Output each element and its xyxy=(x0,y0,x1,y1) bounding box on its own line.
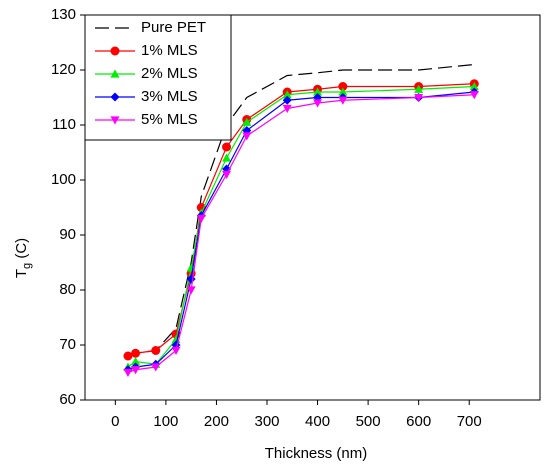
marker xyxy=(151,363,161,372)
y-tick-label: 80 xyxy=(59,281,76,298)
marker xyxy=(123,368,133,377)
marker xyxy=(469,91,479,100)
marker xyxy=(414,84,424,93)
legend-label: Pure PET xyxy=(141,19,206,36)
x-tick-label: 100 xyxy=(153,413,178,430)
x-tick-label: 600 xyxy=(406,413,431,430)
marker xyxy=(242,132,252,141)
marker xyxy=(196,203,206,212)
marker xyxy=(222,153,232,162)
legend-label: 1% MLS xyxy=(141,42,198,59)
y-tick-label: 100 xyxy=(51,171,76,188)
x-tick-label: 0 xyxy=(111,413,119,430)
marker xyxy=(222,142,232,152)
y-tick-label: 90 xyxy=(59,226,76,243)
marker xyxy=(123,351,133,361)
legend-label: 5% MLS xyxy=(141,111,198,128)
marker xyxy=(282,95,292,105)
y-axis-label-rest: (C) xyxy=(13,238,30,263)
y-tick-label: 110 xyxy=(52,116,76,133)
marker xyxy=(171,346,181,355)
legend-box xyxy=(84,14,232,141)
marker xyxy=(196,214,206,223)
x-tick-label: 300 xyxy=(254,413,279,430)
y-axis-label-sub: g xyxy=(21,263,33,269)
marker xyxy=(186,263,196,272)
legend-marker xyxy=(110,46,120,56)
legend-label: 2% MLS xyxy=(141,65,198,82)
marker xyxy=(282,90,292,99)
plot-frame xyxy=(84,14,541,401)
legend-label: 3% MLS xyxy=(141,88,198,105)
y-tick-label: 130 xyxy=(51,6,76,23)
x-axis-label: Thickness (nm) xyxy=(265,445,368,462)
legend-marker xyxy=(110,69,120,78)
x-tick-label: 500 xyxy=(356,413,381,430)
marker xyxy=(242,117,252,126)
marker xyxy=(338,96,348,105)
legend-marker xyxy=(110,116,120,125)
marker xyxy=(151,346,161,355)
marker xyxy=(313,87,323,96)
marker xyxy=(313,99,323,108)
marker xyxy=(131,357,141,366)
marker xyxy=(222,170,232,179)
y-tick-label: 60 xyxy=(59,391,76,408)
marker xyxy=(282,104,292,113)
marker xyxy=(338,87,348,96)
x-tick-label: 700 xyxy=(457,413,482,430)
x-tick-label: 400 xyxy=(305,413,330,430)
y-axis-label-main: T xyxy=(13,269,30,278)
y-tick-label: 70 xyxy=(59,336,76,353)
marker xyxy=(338,82,348,91)
marker xyxy=(131,366,141,375)
y-axis-label: Tg (C) xyxy=(13,238,33,278)
legend-marker xyxy=(110,92,120,102)
marker xyxy=(469,82,479,91)
marker xyxy=(186,286,196,295)
marker xyxy=(131,348,141,358)
x-tick-label: 200 xyxy=(204,413,229,430)
y-tick-label: 120 xyxy=(51,61,76,78)
marker xyxy=(414,93,424,102)
